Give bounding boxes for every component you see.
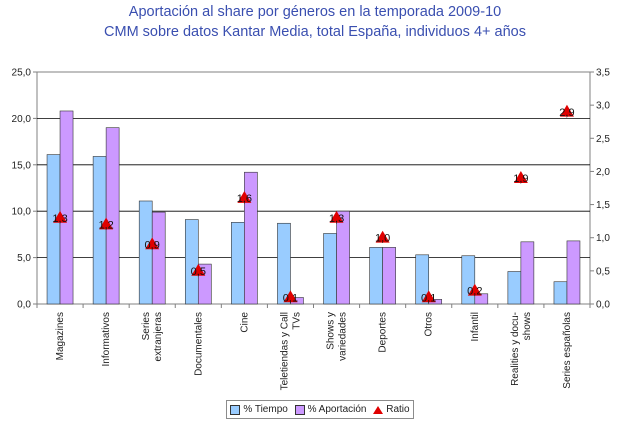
x-tick-label: variedades [338,312,349,361]
bar-tiempo [323,233,337,305]
ratio-data-label: 0,1 [283,292,298,304]
ratio-data-label: 1,9 [513,173,528,185]
bar-aportacion [520,241,535,305]
x-tick-label: shows [522,312,533,340]
legend-swatch-aportacion [294,404,305,415]
x-tick-label: Shows y [326,312,337,350]
ratio-marker [421,290,436,303]
ratio-marker [559,104,574,117]
x-tick-label: extranjeras [153,312,164,361]
legend-marker-ratio [373,405,384,414]
x-tick-label: TVs [291,312,302,330]
chart-title: Aportación al share por géneros en la te… [128,4,502,20]
ratio-data-label: 1,2 [98,219,113,231]
legend-label-ratio: Ratio [386,404,410,415]
x-tick-label: Magazines [55,312,66,360]
plot-area [36,71,591,305]
ratio-marker [467,283,482,296]
bar-aportacion [474,293,489,305]
left-tick-label: 25,0 [12,68,32,79]
legend-label-tiempo: % Tiempo [243,404,288,415]
ratio-data-label: 1,3 [329,213,344,225]
left-tick-label: 20,0 [12,114,32,125]
ratio-marker [513,171,528,183]
x-tick-label: Infantil [470,312,481,341]
x-tick-label: Series [141,312,152,340]
bar-aportacion [336,210,350,305]
chart-subtitle: CMM sobre datos Kantar Media, total Espa… [104,24,526,40]
bar-tiempo [369,247,383,305]
bar-tiempo [231,222,245,305]
legend-item-aportacion: % Aportación [294,404,367,415]
right-tick-label: 1,5 [596,200,610,211]
x-tick-label: Realities y docu- [510,312,521,386]
legend-label-aportacion: % Aportación [307,404,367,415]
ratio-marker [237,190,252,203]
left-tick-label: 15,0 [12,160,32,171]
x-tick-label: Otros [424,312,435,336]
right-tick-label: 0,5 [596,266,610,277]
chart-legend: % Tiempo % Aportación Ratio [226,400,414,419]
ratio-marker [283,290,298,303]
ratio-data-label: 0,5 [191,266,206,278]
ratio-data-label: 0,1 [421,292,436,304]
right-tick-label: 2,0 [596,167,610,178]
left-tick-label: 0,0 [17,300,31,311]
ratio-marker [191,263,206,276]
ratio-marker [99,217,114,230]
bar-tiempo [46,154,61,305]
right-tick-label: 3,0 [596,101,610,112]
bar-tiempo [138,200,153,305]
bar-aportacion [151,211,166,305]
x-tick-label: Documentales [193,312,204,376]
bar-tiempo [415,254,430,305]
x-tick-label: Deportes [378,312,389,353]
bar-tiempo [507,271,522,305]
ratio-data-label: 0,2 [467,286,482,298]
ratio-data-label: 0,9 [145,239,160,251]
right-tick-label: 3,5 [596,68,610,79]
legend-swatch-tiempo [230,404,241,415]
ratio-data-label: 1,0 [375,233,390,245]
bar-aportacion [244,171,258,305]
bar-tiempo [277,222,291,305]
legend-item-ratio: Ratio [373,404,410,415]
ratio-data-label: 1,3 [52,213,67,225]
right-tick-label: 0,0 [596,300,610,311]
x-tick-label: Informativos [101,312,112,366]
right-tick-label: 2,5 [596,134,610,145]
ratio-marker [375,230,390,243]
x-tick-label: Cine [239,312,250,333]
bar-aportacion [105,127,120,305]
bar-tiempo [184,219,199,305]
left-tick-label: 5,0 [17,253,31,264]
bar-aportacion [566,240,581,305]
legend-item-tiempo: % Tiempo [230,404,288,415]
ratio-marker [145,237,160,250]
x-tick-label: Series españolas [562,312,573,389]
ratio-marker [53,210,68,223]
bar-tiempo [553,281,568,305]
x-tick-label: Teletiendas y Call [279,312,290,390]
bar-aportacion [382,247,396,305]
ratio-data-label: 2,9 [559,107,574,119]
right-tick-label: 1,0 [596,233,610,244]
bar-aportacion [59,110,74,305]
ratio-data-label: 1,6 [237,193,252,205]
ratio-marker [329,210,344,223]
left-tick-label: 10,0 [12,207,32,218]
